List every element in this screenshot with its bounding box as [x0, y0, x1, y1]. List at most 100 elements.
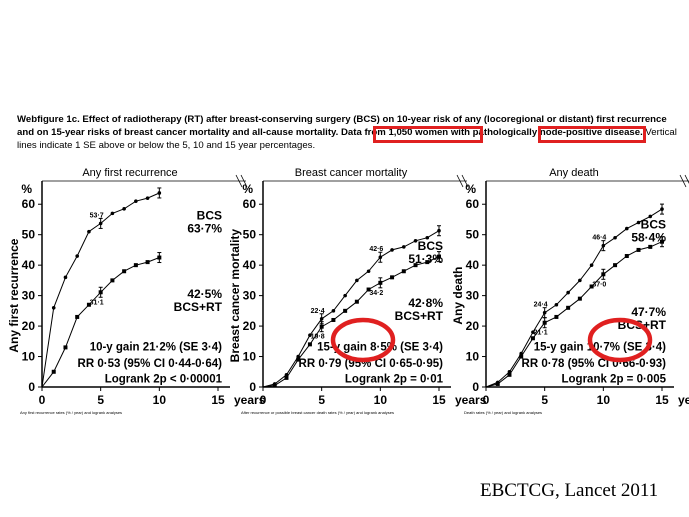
series-end-value: 42·5%	[187, 287, 222, 301]
data-point	[87, 229, 91, 234]
x-tick-label: 0	[483, 393, 490, 407]
y-tick-label: 30	[243, 289, 257, 303]
data-point	[272, 383, 277, 388]
data-point	[110, 211, 115, 216]
series-name-label: BCS+RT	[174, 300, 223, 314]
stats-line: Logrank 2p < 0·00001	[105, 373, 223, 385]
series-end-value: 42·8%	[408, 296, 443, 310]
data-point	[343, 293, 347, 298]
series-line-bcs	[262, 230, 440, 388]
point-label: 24·4	[534, 302, 548, 309]
series-end-value: 51·3%	[408, 252, 443, 266]
series-name-label: BCS	[418, 239, 443, 253]
y-axis-label: Any death	[451, 267, 465, 325]
series-end-value: 47·7%	[631, 305, 666, 319]
y-unit-label: %	[21, 182, 32, 196]
data-point	[308, 333, 312, 338]
data-point	[145, 196, 150, 200]
data-point	[145, 260, 150, 265]
data-point	[613, 235, 617, 240]
data-point	[413, 263, 418, 268]
chart-title: Breast cancer mortality	[295, 167, 408, 179]
point-label: 46·4	[592, 235, 606, 242]
data-point	[390, 248, 394, 252]
data-point	[296, 357, 301, 362]
caption-plain-text: Vertical lines indicate 1 SE above or be…	[17, 127, 677, 151]
data-point	[307, 342, 312, 347]
data-point	[122, 207, 126, 211]
stats-line: RR 0·79 (95% CI 0·65-0·95)	[299, 358, 444, 370]
data-point	[110, 278, 115, 283]
data-point	[63, 345, 68, 350]
data-point	[648, 244, 653, 249]
y-tick-label: 40	[22, 258, 36, 272]
stats-line: Logrank 2p = 0·01	[345, 373, 444, 385]
stats-line: RR 0·53 (95% CI 0·44-0·64)	[78, 358, 223, 370]
y-tick-label: 60	[466, 197, 480, 211]
x-tick-label: 10	[153, 393, 167, 407]
point-label: 31·1	[90, 299, 104, 306]
highlight-box-women-count	[373, 126, 483, 143]
data-point	[343, 308, 348, 313]
y-unit-label: %	[465, 182, 476, 196]
axis-break-marks	[235, 174, 248, 188]
stats-line: 15-y gain 10·7% (SE 3·4)	[534, 341, 666, 353]
data-point	[354, 299, 359, 304]
y-tick-label: 60	[243, 197, 257, 211]
data-point	[554, 302, 559, 307]
y-axis-label: Breast cancer mortality	[228, 229, 242, 363]
x-unit-label: years	[234, 393, 266, 407]
data-point	[86, 302, 91, 307]
caption-bold-text: Effect of radiotherapy (RT) after breast…	[17, 114, 667, 138]
data-point	[331, 309, 336, 313]
data-point	[589, 263, 594, 267]
y-tick-label: 50	[22, 228, 36, 242]
point-label: 42·6	[369, 246, 383, 253]
y-tick-label: 50	[466, 228, 480, 242]
y-tick-label: 10	[22, 350, 36, 364]
x-tick-label: 15	[655, 393, 669, 407]
data-point	[75, 314, 80, 319]
footnote: Death rates (% / year) and logrank analy…	[464, 410, 542, 415]
x-unit-label: years	[455, 393, 487, 407]
data-point	[51, 306, 56, 310]
series-line-bcs-rt	[485, 241, 663, 388]
data-point	[577, 296, 582, 301]
point-label: 19·8	[311, 334, 325, 341]
data-point	[63, 275, 68, 280]
y-tick-label: 20	[22, 319, 36, 333]
x-tick-label: 0	[260, 393, 267, 407]
data-point	[331, 317, 336, 322]
data-point	[425, 235, 430, 240]
y-tick-label: 10	[243, 350, 257, 364]
data-point	[366, 287, 371, 292]
axis-break-marks	[679, 174, 689, 188]
stats-line: RR 0·78 (95% CI 0·66-0·93)	[522, 358, 667, 370]
data-point	[401, 269, 406, 274]
data-point	[625, 226, 629, 231]
point-label: 21·1	[534, 330, 548, 337]
y-tick-label: 0	[28, 380, 35, 394]
citation: EBCTCG, Lancet 2011	[480, 480, 659, 501]
chart-1: Any first recurrence% 0 10 20 30 40 50 60 0 5 10 15…	[7, 167, 266, 415]
data-point	[122, 269, 127, 274]
data-point	[425, 260, 430, 265]
y-axis-label: Any first recurrence	[7, 238, 21, 352]
data-point	[566, 290, 570, 295]
series-line-bcs	[485, 208, 663, 388]
data-point	[355, 278, 359, 283]
caption-label: Webfigure 1c.	[17, 114, 80, 125]
data-point	[636, 220, 641, 225]
axis-break-marks	[456, 174, 469, 188]
data-point	[366, 269, 371, 274]
data-point	[531, 330, 535, 334]
y-tick-label: 60	[22, 197, 36, 211]
series-end-value: 63·7%	[187, 221, 222, 235]
series-end-value: 58·4%	[631, 231, 666, 245]
data-point	[390, 275, 395, 280]
data-point	[507, 372, 512, 377]
y-tick-label: 10	[466, 350, 480, 364]
data-point	[566, 305, 571, 310]
data-point	[636, 247, 641, 252]
